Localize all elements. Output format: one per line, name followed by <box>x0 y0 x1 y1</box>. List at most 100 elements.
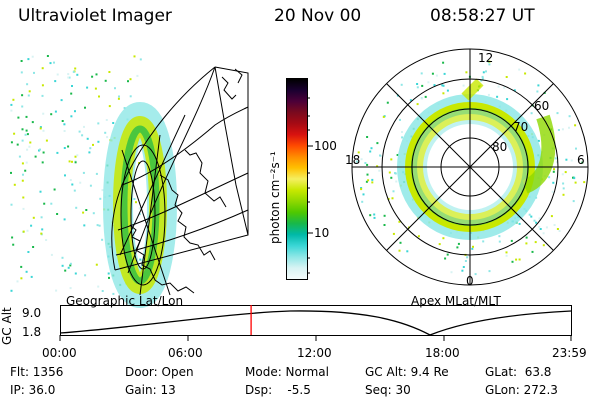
speckle-dot <box>485 70 487 73</box>
speckle-dot <box>382 115 385 118</box>
speckle-dot <box>71 160 73 163</box>
speckle-dot <box>89 184 92 187</box>
speckle-dot <box>117 97 120 100</box>
polar-plot: 12 18 6 0 60 70 80 <box>345 48 589 288</box>
speckle-dot <box>392 232 395 235</box>
speckle-dot <box>505 254 508 257</box>
speckle-dot <box>69 287 72 290</box>
speckle-dot <box>13 183 16 186</box>
speckle-dot <box>84 106 86 109</box>
colorbar-tick-10: 10 <box>314 226 330 240</box>
speckle-dot <box>535 221 538 224</box>
speckle-dot <box>97 122 100 125</box>
speckle-dot <box>556 112 559 115</box>
speckle-dot <box>573 177 576 180</box>
speckle-dot <box>538 217 541 220</box>
speckle-dot <box>114 87 116 90</box>
speckle-dot <box>50 202 53 205</box>
speckle-dot <box>31 121 34 124</box>
speckle-dot <box>32 216 35 219</box>
speckle-dot <box>68 160 71 163</box>
speckle-dot <box>538 225 541 228</box>
speckle-dot <box>564 171 567 174</box>
altitude-xtick-1800: 18:00 <box>425 346 460 360</box>
speckle-dot <box>81 134 84 137</box>
speckle-dot <box>565 158 568 161</box>
speckle-dot <box>542 232 545 235</box>
info-glat: GLat: 63.8 <box>485 365 552 379</box>
speckle-dot <box>360 188 363 191</box>
speckle-dot <box>101 189 104 192</box>
speckle-dot <box>20 277 23 280</box>
speckle-dot <box>50 253 53 256</box>
speckle-dot <box>139 258 142 261</box>
speckle-dot <box>505 76 508 78</box>
speckle-dot <box>74 272 77 275</box>
speckle-dot <box>556 161 559 164</box>
speckle-dot <box>369 150 372 153</box>
speckle-dot <box>360 187 363 189</box>
speckle-dot <box>513 89 516 92</box>
speckle-dot <box>364 162 367 164</box>
speckle-dot <box>581 161 584 164</box>
speckle-dot <box>10 289 13 292</box>
colorbar-tick-100: 100 <box>314 139 337 153</box>
speckle-dot <box>27 58 30 61</box>
speckle-dot <box>92 143 94 146</box>
altitude-axis-title: GC Alt <box>0 307 14 345</box>
speckle-dot <box>56 73 59 76</box>
speckle-dot <box>465 71 468 74</box>
speckle-dot <box>480 79 483 82</box>
speckle-dot <box>69 262 72 265</box>
speckle-dot <box>525 236 528 239</box>
speckle-dot <box>25 270 28 273</box>
mlt-label-0: 0 <box>466 274 474 288</box>
speckle-dot <box>26 133 29 136</box>
speckle-dot <box>391 197 394 200</box>
speckle-dot <box>383 224 386 226</box>
speckle-dot <box>558 230 561 232</box>
speckle-dot <box>442 237 445 240</box>
altitude-ytick-1.8: 1.8 <box>22 325 42 339</box>
speckle-dot <box>63 130 66 132</box>
speckle-dot <box>41 228 44 231</box>
info-dsp: Dsp: -5.5 <box>245 383 311 397</box>
speckle-dot <box>497 85 500 88</box>
speckle-dot <box>30 275 33 278</box>
geographic-grid <box>111 66 249 296</box>
speckle-dot <box>54 80 57 83</box>
speckle-dot <box>553 224 556 226</box>
speckle-dot <box>22 230 25 233</box>
speckle-dot <box>108 276 110 279</box>
instrument-title: Ultraviolet Imager <box>18 6 172 26</box>
speckle-dot <box>16 280 19 283</box>
speckle-dot <box>575 147 577 150</box>
speckle-dot <box>21 105 24 108</box>
speckle-dot <box>12 243 15 246</box>
speckle-dot <box>416 83 419 85</box>
altitude-curve <box>59 310 572 336</box>
speckle-dot <box>29 141 32 144</box>
speckle-dot <box>89 147 92 150</box>
speckle-dot <box>98 224 101 227</box>
speckle-dot <box>482 71 485 74</box>
speckle-dot <box>94 87 97 90</box>
speckle-dot <box>106 136 109 139</box>
speckle-dot <box>10 203 13 206</box>
speckle-dot <box>498 240 501 243</box>
speckle-dot <box>487 93 490 96</box>
speckle-dot <box>69 179 72 181</box>
speckle-dot <box>13 132 16 135</box>
speckle-dot <box>123 107 126 109</box>
speckle-dot <box>28 90 31 93</box>
speckle-dot <box>99 197 102 200</box>
speckle-dot <box>42 129 45 132</box>
speckle-dot <box>570 159 573 162</box>
speckle-dot <box>53 61 55 64</box>
speckle-dot <box>63 147 66 149</box>
speckle-dot <box>39 127 42 130</box>
speckle-dot <box>136 74 139 77</box>
speckle-dot <box>16 143 19 146</box>
speckle-dot <box>83 125 85 128</box>
colorbar-gradient <box>287 79 307 279</box>
